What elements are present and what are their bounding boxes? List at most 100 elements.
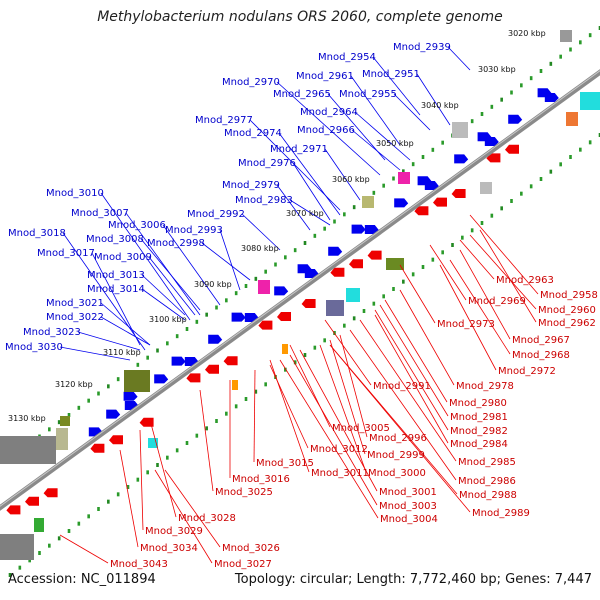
axis-tick-label: 3120 kbp (55, 380, 93, 389)
tick-dots (8, 26, 600, 577)
gene-label-forward: Mnod_2977 (195, 115, 253, 126)
leader-line (329, 344, 471, 513)
genome-backbone-highlight (0, 70, 600, 507)
reverse-gene-arrow (223, 356, 238, 366)
forward-gene-arrow (304, 269, 319, 278)
gene-label-forward: Mnod_3006 (108, 220, 166, 231)
gene-label-reverse: Mnod_3005 (332, 423, 390, 434)
gene-label-forward: Mnod_3013 (87, 270, 145, 281)
leader-line (350, 75, 401, 146)
leader-line (149, 419, 177, 518)
leader-line (339, 334, 368, 438)
axis-tick-label: 3090 kbp (194, 280, 232, 289)
gene-label-reverse: Mnod_3001 (379, 487, 437, 498)
leader-line (100, 192, 191, 321)
gene-label-forward: Mnod_3017 (37, 248, 95, 259)
leader-line (469, 214, 539, 295)
leader-line (119, 449, 139, 548)
gene-label-reverse: Mnod_3025 (215, 487, 273, 498)
gene-label-forward: Mnod_3010 (46, 188, 104, 199)
gene-label-reverse: Mnod_2968 (512, 350, 570, 361)
forward-gene-arrow (544, 93, 559, 102)
leader-line (201, 242, 251, 281)
leader-line (449, 259, 511, 355)
leader-line (289, 199, 331, 226)
leader-line (324, 148, 361, 201)
gene-label-forward: Mnod_2961 (296, 71, 354, 82)
reverse-gene-arrow (330, 267, 345, 277)
gene-label-reverse: Mnod_3004 (380, 514, 438, 525)
leader-line (429, 244, 467, 301)
feature-block (346, 288, 360, 302)
reverse-gene-arrow (258, 320, 273, 330)
gene-label-reverse: Mnod_2963 (496, 275, 554, 286)
gene-label-reverse: Mnod_2989 (472, 508, 530, 519)
leader-line (416, 73, 451, 126)
gene-label-reverse: Mnod_2999 (367, 450, 425, 461)
leader-line (372, 56, 421, 116)
axis-tick-label: 3080 kbp (241, 244, 279, 253)
gene-label-forward: Mnod_2939 (393, 42, 451, 53)
feature-block (124, 370, 150, 392)
reverse-gene-arrow (43, 488, 58, 498)
gene-label-reverse: Mnod_2973 (437, 319, 495, 330)
gene-cluster-block (0, 534, 34, 560)
forward-gene-arrow (154, 374, 169, 384)
leader-line (459, 239, 495, 280)
gene-label-forward: Mnod_2951 (362, 69, 420, 80)
leader-line (162, 224, 221, 306)
forward-gene-arrow (484, 137, 499, 146)
leader-line (374, 314, 449, 444)
axis-tick-label: 3060 kbp (332, 175, 370, 184)
reverse-gene-arrow (486, 153, 501, 163)
feature-block (258, 280, 270, 294)
gene-label-forward: Mnod_2966 (297, 125, 355, 136)
gene-label-reverse: Mnod_2978 (456, 381, 514, 392)
forward-gene-arrow (274, 286, 289, 296)
gene-label-reverse: Mnod_3011 (311, 468, 369, 479)
reverse-gene-arrow (186, 373, 201, 383)
leader-line (292, 162, 331, 221)
gene-label-forward: Mnod_3021 (46, 298, 104, 309)
reverse-gene-arrow (367, 250, 382, 260)
gene-label-reverse: Mnod_2958 (540, 290, 598, 301)
leader-line (164, 469, 221, 548)
gene-label-forward: Mnod_2970 (222, 77, 280, 88)
leader-line (269, 359, 310, 473)
gene-label-reverse: Mnod_3043 (110, 559, 168, 570)
leader-line (289, 354, 378, 506)
leader-line (199, 389, 214, 492)
leader-line (379, 304, 449, 417)
reverse-gene-arrow (109, 435, 123, 445)
feature-block (282, 344, 288, 354)
gene-label-reverse: Mnod_3027 (214, 559, 272, 570)
leader-line (327, 93, 386, 161)
gene-label-reverse: Mnod_2981 (450, 412, 508, 423)
forward-gene-arrow (123, 391, 138, 401)
reverse-gene-arrow (90, 443, 105, 453)
gene-label-forward: Mnod_3022 (46, 312, 104, 323)
feature-block (56, 428, 68, 450)
leader-line (399, 264, 436, 324)
leader-line (351, 129, 401, 171)
feature-block (60, 416, 70, 426)
reverse-gene-arrow (6, 505, 21, 515)
tick-labels: 3020 kbp 3030 kbp 3040 kbp 3050 kbp 3060 kbp… (8, 29, 546, 423)
feature-block (386, 258, 404, 270)
gene-labels: Mnod_2939 Mnod_2954 Mnod_2951 Mnod_2961 Mnod… (5, 42, 598, 570)
gene-label-reverse: Mnod_2960 (538, 305, 596, 316)
axis-tick-label: 3110 kbp (103, 348, 141, 357)
leader-line (439, 264, 497, 371)
genome-backbone (0, 69, 600, 511)
leader-line (393, 93, 431, 131)
leader-line (278, 132, 341, 216)
gene-cluster-block (0, 436, 56, 464)
leader-line (125, 212, 201, 316)
feature-block (362, 196, 374, 208)
leader-line (384, 299, 448, 403)
feature-block (34, 518, 44, 532)
feature-block (480, 182, 492, 194)
feature-block (452, 122, 468, 138)
gene-label-reverse: Mnod_3000 (368, 468, 426, 479)
